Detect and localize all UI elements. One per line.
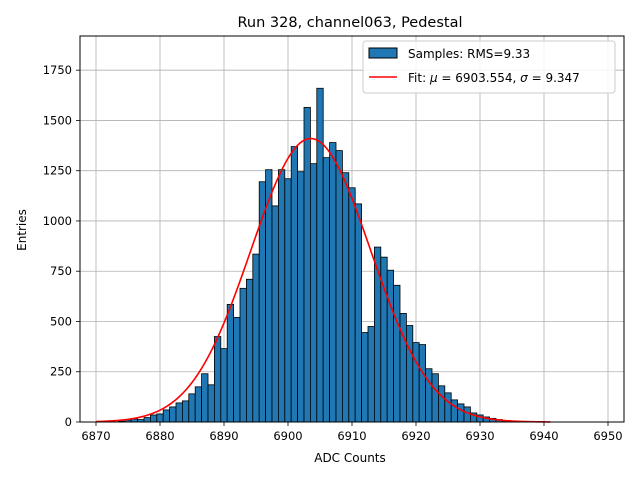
histogram-bar xyxy=(418,344,427,423)
x-axis-label: ADC Counts xyxy=(314,451,386,465)
legend-mu-value: = 6903.554, xyxy=(438,71,521,85)
histogram-bar xyxy=(431,373,439,423)
histogram-bar xyxy=(297,171,305,423)
legend-sigma-symbol: σ xyxy=(520,71,528,85)
x-axis-ticks: 6870 6880 6890 6900 6910 6920 6930 6940 6950 xyxy=(81,422,623,443)
legend-sigma-value: = 9.347 xyxy=(528,71,580,85)
histogram-bar xyxy=(188,393,196,423)
histogram-bar xyxy=(444,392,452,423)
histogram-bar xyxy=(425,368,433,423)
histogram-bar xyxy=(194,386,202,423)
x-tick-label: 6920 xyxy=(401,429,430,443)
histogram-bar xyxy=(437,385,446,423)
histogram-bar xyxy=(412,342,420,423)
fit-curve xyxy=(95,137,551,423)
y-tick-label: 1000 xyxy=(43,214,72,228)
histogram-bar xyxy=(169,406,177,423)
y-tick-label: 1750 xyxy=(43,63,72,77)
histogram-bar xyxy=(220,348,228,423)
y-tick-label: 0 xyxy=(65,415,72,429)
x-tick-label: 6940 xyxy=(529,429,558,443)
y-tick-label: 250 xyxy=(50,365,72,379)
histogram-bar xyxy=(303,106,311,423)
legend-fit-label: Fit: μ = 6903.554, σ = 9.347 xyxy=(408,71,580,85)
histogram-bar xyxy=(316,87,324,423)
histogram-bar xyxy=(226,303,234,423)
y-tick-label: 750 xyxy=(50,264,72,278)
legend-samples-label: Samples: RMS=9.33 xyxy=(408,47,530,61)
chart-title: Run 328, channel063, Pedestal xyxy=(237,15,462,31)
x-tick-label: 6950 xyxy=(593,429,622,443)
histogram-bar xyxy=(239,287,247,423)
legend-mu-symbol: μ xyxy=(429,71,438,85)
histogram-bar xyxy=(348,187,356,423)
histogram-bar xyxy=(149,414,158,423)
histogram-bar xyxy=(162,409,170,423)
histogram-bar xyxy=(354,203,363,423)
histogram-bar xyxy=(386,269,395,423)
legend-samples-swatch xyxy=(368,47,398,59)
histogram-bar xyxy=(271,205,279,423)
histogram-bar xyxy=(393,284,401,423)
x-tick-label: 6870 xyxy=(81,429,110,443)
legend: Samples: RMS=9.33 Fit: μ = 6903.554, σ =… xyxy=(362,40,616,94)
y-axis-ticks: 0 250 500 750 1000 1250 1500 1750 xyxy=(43,63,80,429)
histogram-bar xyxy=(290,146,299,423)
histogram-bar xyxy=(309,163,318,423)
histogram-bar xyxy=(335,150,343,423)
histogram-bar xyxy=(450,399,459,423)
histogram-bar xyxy=(175,402,183,423)
histogram-bar xyxy=(233,317,241,423)
histogram-bar xyxy=(143,417,151,423)
histogram-bar xyxy=(405,325,414,423)
histogram-bar xyxy=(457,403,465,423)
histogram-bar xyxy=(252,253,260,423)
histogram-bar xyxy=(201,373,209,423)
histogram-bar xyxy=(322,157,331,423)
x-tick-label: 6880 xyxy=(145,429,174,443)
y-tick-label: 1500 xyxy=(43,113,72,127)
y-tick-label: 500 xyxy=(50,314,72,328)
histogram-bar xyxy=(213,336,222,423)
histogram-bar xyxy=(367,326,375,423)
histogram-bar xyxy=(181,400,190,423)
histogram-bar xyxy=(156,413,164,423)
histogram-bar xyxy=(361,332,369,423)
histogram-bar xyxy=(277,169,286,423)
x-tick-label: 6900 xyxy=(273,429,302,443)
histogram-bar xyxy=(329,142,337,423)
histogram-bar xyxy=(284,178,292,423)
histogram-bar xyxy=(463,406,471,423)
histogram-bars xyxy=(118,87,523,423)
histogram-bar xyxy=(207,384,215,423)
histogram-bar xyxy=(341,172,350,423)
histogram-bar xyxy=(245,278,254,423)
x-tick-label: 6930 xyxy=(465,429,494,443)
x-tick-label: 6890 xyxy=(209,429,238,443)
histogram-bar xyxy=(373,246,382,423)
y-tick-label: 1250 xyxy=(43,164,72,178)
y-axis-label: Entries xyxy=(15,209,29,251)
legend-fit-prefix: Fit: xyxy=(408,71,430,85)
legend-box xyxy=(362,40,616,94)
x-tick-label: 6910 xyxy=(337,429,366,443)
